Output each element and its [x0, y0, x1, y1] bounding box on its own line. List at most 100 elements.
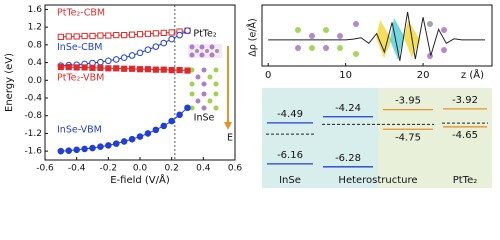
marker	[81, 145, 88, 153]
marker	[105, 142, 112, 149]
atom	[441, 47, 447, 53]
atom	[195, 98, 201, 104]
marker	[144, 66, 152, 73]
x-tick-label: 0.2	[165, 164, 179, 174]
atom	[295, 45, 301, 51]
x-tick-label: 20	[417, 70, 430, 81]
marker	[160, 29, 167, 36]
column-label: PtTe₂	[453, 175, 478, 186]
band-value: -4.24	[335, 103, 361, 114]
atom	[213, 105, 219, 111]
marker	[113, 65, 120, 72]
marker	[184, 67, 191, 74]
atom	[189, 44, 195, 50]
x-axis-label: E-field (V/Å)	[110, 173, 170, 186]
charge-lobe	[376, 20, 392, 58]
atom	[295, 27, 301, 33]
series-label: PtTe₂-CBM	[57, 7, 105, 18]
atom	[189, 81, 195, 87]
marker	[184, 27, 191, 34]
marker	[160, 39, 168, 47]
marker	[73, 33, 80, 40]
band-value: -3.92	[452, 95, 478, 106]
marker	[128, 52, 136, 59]
band-value: -4.65	[452, 130, 478, 141]
marker	[120, 138, 128, 145]
atom	[337, 45, 343, 51]
atom	[427, 21, 433, 27]
marker	[73, 64, 80, 71]
marker	[144, 130, 152, 137]
marker	[121, 32, 128, 39]
atom	[213, 81, 219, 87]
atom	[309, 45, 315, 51]
atom	[353, 51, 359, 57]
column-label: Heterostructure	[338, 175, 417, 186]
marker	[89, 64, 96, 71]
atom	[323, 27, 329, 33]
column-bg	[318, 88, 378, 188]
y-tick-label: -0.8	[24, 111, 42, 121]
marker	[97, 32, 104, 39]
marker	[113, 32, 120, 39]
marker	[57, 63, 64, 71]
band-value: -4.49	[277, 109, 303, 120]
atom	[207, 74, 213, 80]
atom	[207, 98, 213, 104]
x-tick-label: 0.4	[196, 164, 211, 174]
atom	[209, 52, 215, 58]
column-label: InSe	[279, 175, 301, 186]
y-tick-label: -1.2	[24, 129, 42, 139]
x-axis-label: z (Å)	[461, 68, 484, 81]
figure: 1.6 1.2 0.8 0.4 0.0 -0.4 -0.8 -1.2 -1.6 -0.6 -0.4 -…	[4, 4, 493, 188]
x-tick-label: 10	[339, 70, 352, 81]
atom	[195, 49, 199, 53]
inset-structure	[188, 44, 232, 130]
atom	[337, 33, 343, 39]
series-label: InSe-VBM	[57, 125, 102, 136]
marker	[105, 65, 112, 72]
atom	[323, 45, 329, 51]
band-value: -6.16	[277, 150, 303, 161]
page: 1.6 1.2 0.8 0.4 0.0 -0.4 -0.8 -1.2 -1.6 -0.6 -0.4 -…	[4, 4, 493, 188]
atom	[195, 74, 201, 80]
band-value: -4.75	[395, 132, 421, 143]
plot-frame	[44, 4, 236, 161]
atom	[189, 91, 195, 97]
marker	[144, 46, 152, 54]
marker	[152, 43, 160, 50]
inset-label: PtTe₂	[193, 29, 216, 40]
y-axis-label: Energy (eV)	[4, 53, 15, 112]
y-tick-label: 1.2	[28, 23, 42, 33]
marker	[128, 65, 136, 72]
x-tick-label: 0	[265, 70, 271, 81]
column-bg	[438, 88, 492, 188]
marker	[152, 126, 160, 134]
marker	[121, 65, 128, 72]
marker	[168, 35, 175, 43]
marker	[128, 135, 136, 143]
profile-line	[268, 11, 486, 61]
y-tick-label: -0.4	[24, 94, 42, 104]
marker	[136, 49, 144, 57]
marker	[128, 31, 136, 38]
marker	[57, 33, 64, 40]
marker	[168, 67, 175, 74]
marker	[112, 140, 120, 147]
marker	[136, 133, 144, 140]
atom	[213, 91, 219, 97]
marker	[152, 30, 159, 37]
atom	[215, 49, 219, 53]
atom	[205, 49, 209, 53]
y-tick-label: 0.4	[28, 58, 43, 68]
inset-label: E	[227, 133, 233, 144]
marker	[112, 56, 120, 63]
marker	[105, 57, 112, 65]
atom	[441, 27, 447, 33]
marker	[152, 66, 159, 73]
plot-frame	[261, 4, 493, 67]
x-tick-label: 0.0	[133, 164, 148, 174]
atom	[213, 67, 219, 73]
x-tick-label: -0.6	[36, 164, 54, 174]
atom	[189, 67, 195, 73]
